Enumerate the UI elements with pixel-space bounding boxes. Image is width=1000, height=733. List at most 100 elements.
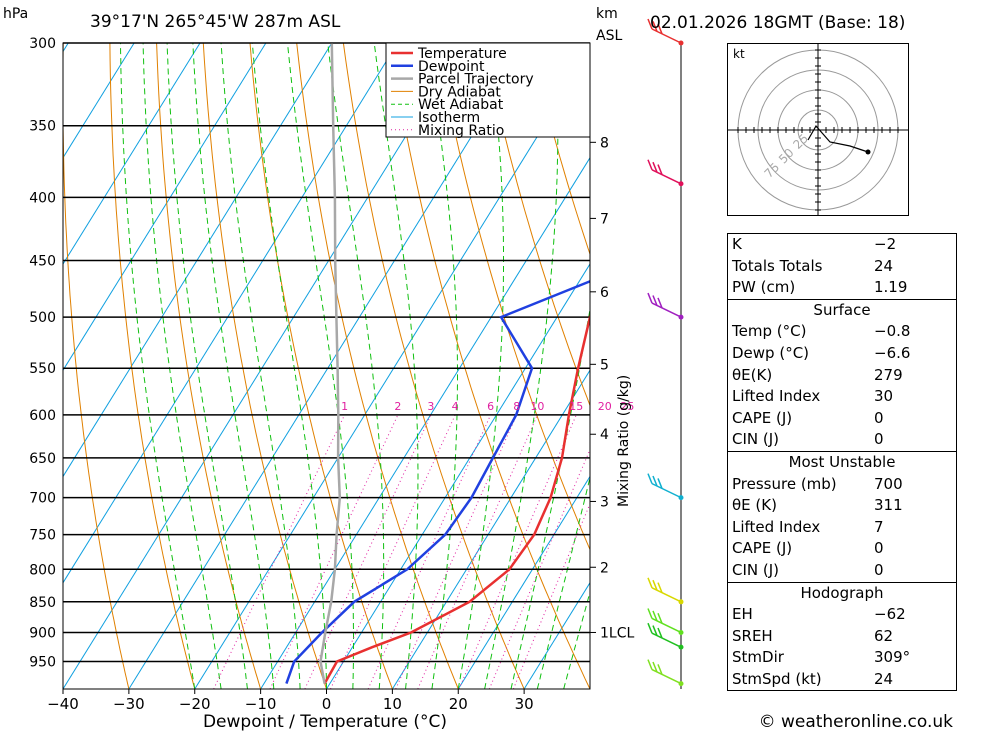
mixing-ratio-label: 6 <box>487 400 494 413</box>
index-value: −2 <box>874 235 897 253</box>
surface-row: CIN (J) 0 <box>728 429 956 451</box>
most-unstable-row: CIN (J) 0 <box>728 560 956 582</box>
x-tick-label: 0 <box>322 695 332 713</box>
pressure-tick-label: 600 <box>29 408 56 424</box>
pressure-tick-label: 850 <box>29 595 56 611</box>
plot-frame <box>62 42 591 690</box>
hodograph-panel: kt 25 50 75 <box>727 43 909 216</box>
pressure-tick-label: 900 <box>29 625 56 641</box>
dry-adiabat-line <box>202 43 327 689</box>
series-temperature <box>323 312 590 685</box>
wet-adiabat-line <box>142 43 222 689</box>
hodograph-value: −62 <box>874 605 906 624</box>
x-axis-title: Dewpoint / Temperature (°C) <box>203 712 447 732</box>
wind-barb-flag <box>652 579 658 591</box>
dry-adiabat-line <box>951 43 1000 689</box>
pressure-tick-label: 500 <box>29 310 56 326</box>
most-unstable-value: 311 <box>874 496 903 515</box>
hodograph-row: StmSpd (kt) 24 <box>728 669 956 691</box>
series-dewpoint <box>285 279 590 685</box>
hodograph-value: 24 <box>874 669 894 688</box>
legend-label: Parcel Trajectory <box>418 72 534 88</box>
mixing-ratio-label: 1 <box>341 400 348 413</box>
asl-label: ASL <box>596 28 622 44</box>
isotherm-line <box>63 43 135 159</box>
pressure-tick-label: 800 <box>29 562 56 578</box>
wet-adiabat-line <box>166 43 248 689</box>
index-row: Totals Totals 24 <box>728 256 956 278</box>
km-tick-label: 6 <box>600 285 609 301</box>
wind-barb-flag <box>647 659 653 670</box>
index-value: 1.19 <box>874 278 908 297</box>
mixing-ratio-label: 15 <box>569 400 583 413</box>
km-tick-label: 4 <box>600 427 609 443</box>
wind-barb-flag <box>657 23 663 35</box>
most-unstable-label: θE (K) <box>732 496 777 515</box>
wind-barb-flag <box>652 475 658 487</box>
datetime-title: 02.01.2026 18GMT (Base: 18) <box>650 13 905 33</box>
most-unstable-value: 7 <box>874 517 884 536</box>
most-unstable-row: Lifted Index 7 <box>728 517 956 539</box>
legend-label: Dry Adiabat <box>418 84 501 100</box>
km-tick-label: 5 <box>600 357 609 373</box>
surface-row: CAPE (J) 0 <box>728 408 956 430</box>
legend-label: Isotherm <box>418 110 480 126</box>
legend-label: Dewpoint <box>418 59 485 75</box>
wind-barb-flag <box>657 297 663 309</box>
surface-row: Lifted Index 30 <box>728 386 956 408</box>
wind-barb-flag <box>652 625 658 636</box>
isotherm-line <box>326 263 590 689</box>
mixing-ratio-line <box>269 414 399 689</box>
legend-label: Mixing Ratio <box>418 123 504 139</box>
wind-barb-flag <box>647 608 653 619</box>
surface-label: CAPE (J) <box>732 408 793 427</box>
legend-box <box>385 42 591 138</box>
wind-barb-flag <box>657 478 663 489</box>
mixing-ratio-line <box>488 448 590 689</box>
mixing-ratio-line <box>512 502 590 689</box>
isotherm-line <box>63 43 399 584</box>
dry-adiabat-line <box>389 43 590 689</box>
location-title: 39°17'N 265°45'W 287m ASL <box>90 12 341 32</box>
most-unstable-label: CAPE (J) <box>732 539 793 558</box>
hodograph-value: 309° <box>874 648 911 667</box>
wind-profile <box>647 18 684 689</box>
surface-label: Dewp (°C) <box>732 343 810 362</box>
hodograph-label: StmDir <box>732 648 784 667</box>
surface-value: 30 <box>874 387 894 406</box>
km-tick-label: 1LCL <box>600 625 634 641</box>
index-value: 24 <box>874 256 894 275</box>
isotherm-line <box>63 43 201 265</box>
wind-barb-flag <box>652 161 658 173</box>
mixing-ratio-line <box>395 414 518 689</box>
wind-barb-flag <box>647 473 653 484</box>
hodograph-trace <box>807 124 869 153</box>
surface-label: Lifted Index <box>732 387 821 406</box>
wet-adiabat-line <box>220 43 301 689</box>
wind-barb-flag <box>652 610 658 622</box>
pressure-tick-label: 950 <box>29 654 56 670</box>
hodograph-unit: kt <box>733 47 745 61</box>
surface-label: Temp (°C) <box>732 322 807 341</box>
dry-adiabat-line <box>63 43 130 689</box>
mixing-ratio-label: 8 <box>513 400 520 413</box>
mixing-ratio-label: 4 <box>452 400 459 413</box>
copyright: © weatheronline.co.uk <box>759 712 954 732</box>
isotherm-line <box>63 43 464 689</box>
dry-adiabat-line <box>483 43 590 407</box>
dry-adiabat-line <box>529 43 590 256</box>
pressure-tick-label: 550 <box>29 361 56 377</box>
index-row: K −2 <box>728 234 956 256</box>
mixing-ratio-line <box>330 414 456 689</box>
mixing-ratio-label: 10 <box>530 400 544 413</box>
hodograph-end-dot <box>865 149 871 155</box>
wet-adiabat-line <box>563 590 590 689</box>
surface-heading: Surface <box>728 298 956 322</box>
isotherm-line <box>260 156 590 689</box>
index-label: PW (cm) <box>732 278 796 297</box>
km-tick-label: 7 <box>600 211 609 227</box>
x-tick-label: 30 <box>515 695 534 713</box>
pressure-tick-label: 750 <box>29 528 56 544</box>
wind-barb-flag <box>652 295 658 306</box>
